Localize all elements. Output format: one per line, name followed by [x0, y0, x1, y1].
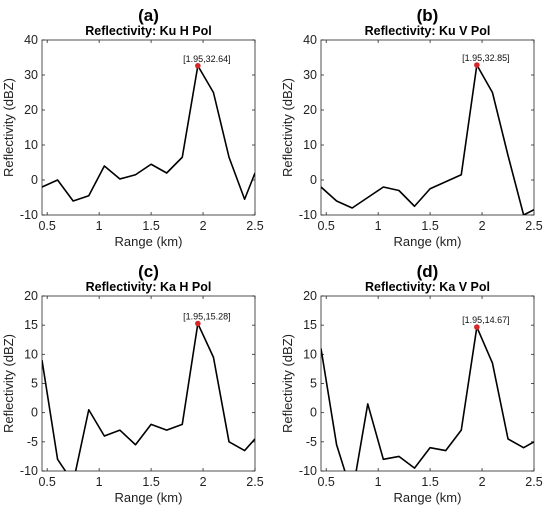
x-tick-label: 2.5: [246, 475, 263, 489]
panel-label: (d): [417, 262, 439, 281]
chart-title: Reflectivity: Ka H Pol: [86, 280, 212, 294]
peak-marker: [195, 62, 201, 69]
x-tick-label: 2.5: [525, 475, 542, 489]
y-tick-label: 10: [24, 347, 38, 361]
y-tick-label: 30: [24, 68, 38, 82]
plot-frame: [41, 295, 256, 472]
x-tick-label: 2: [200, 219, 207, 233]
x-tick-label: 1: [96, 475, 103, 489]
chart-panel-3: (c)Reflectivity: Ka H Pol -10 -5 0 5 10 15 20 0.…: [1, 262, 264, 505]
y-tick-label: 30: [303, 68, 317, 82]
y-tick-label: -5: [27, 435, 38, 449]
y-tick-label: 5: [31, 377, 38, 391]
y-tick-label: 40: [24, 33, 38, 47]
x-axis-label: Range (km): [394, 490, 462, 505]
peak-annotation: [1.95,32.64]: [183, 54, 231, 64]
x-axis-label: Range (km): [115, 234, 183, 249]
plot-frame: [320, 39, 535, 216]
panel-label: (c): [138, 262, 159, 281]
y-tick-label: -10: [299, 464, 317, 478]
series-line: [42, 322, 255, 471]
y-tick-label: 5: [310, 377, 317, 391]
y-tick-label: 20: [24, 103, 38, 117]
peak-marker: [195, 320, 201, 327]
x-tick-label: 1.5: [421, 475, 438, 489]
x-tick-label: 1: [375, 475, 382, 489]
x-tick-label: 2.5: [525, 219, 542, 233]
peak-marker: [474, 324, 480, 330]
y-tick-label: 0: [31, 406, 38, 420]
x-tick-label: 0.5: [38, 219, 55, 233]
y-tick-label: 15: [303, 318, 317, 332]
y-tick-label: -10: [20, 208, 38, 222]
x-tick-label: 2: [479, 475, 486, 489]
y-tick-label: 10: [303, 138, 317, 152]
y-tick-label: 20: [303, 289, 317, 303]
x-tick-label: 1: [375, 219, 382, 233]
x-tick-label: 0.5: [317, 219, 334, 233]
series-line: [321, 64, 534, 215]
y-tick-label: 20: [303, 103, 317, 117]
peak-annotation: [1.95,32.85]: [462, 53, 510, 63]
x-tick-label: 1.5: [142, 219, 159, 233]
chart-panel-1: (a)Reflectivity: Ku H Pol -10 0 10 20 30 40 0.5…: [1, 6, 264, 249]
x-tick-label: 1.5: [142, 475, 159, 489]
series-line: [42, 64, 255, 202]
panel-label: (a): [138, 6, 159, 25]
x-tick-label: 2: [200, 475, 207, 489]
y-tick-label: 0: [310, 173, 317, 187]
chart-title: Reflectivity: Ku H Pol: [85, 24, 211, 38]
x-tick-label: 2: [479, 219, 486, 233]
chart-panel-4: (d)Reflectivity: Ka V Pol -10 -5 0 5 10 15 20 0.…: [280, 262, 543, 505]
x-axis-label: Range (km): [115, 490, 183, 505]
y-tick-label: 10: [24, 138, 38, 152]
y-tick-label: 0: [310, 406, 317, 420]
chart-title: Reflectivity: Ku V Pol: [365, 24, 491, 38]
y-axis-label: Reflectivity (dBZ): [280, 78, 295, 177]
peak-annotation: [1.95,14.67]: [462, 315, 510, 325]
x-tick-label: 2.5: [246, 219, 263, 233]
y-tick-label: -10: [299, 208, 317, 222]
y-axis-label: Reflectivity (dBZ): [280, 334, 295, 433]
x-tick-label: 1.5: [421, 219, 438, 233]
y-tick-label: -10: [20, 464, 38, 478]
chart-panel-2: (b)Reflectivity: Ku V Pol -10 0 10 20 30 40 0.5…: [280, 6, 543, 249]
series-line: [321, 326, 534, 471]
y-tick-label: 15: [24, 318, 38, 332]
y-tick-label: 40: [303, 33, 317, 47]
y-axis-label: Reflectivity (dBZ): [1, 78, 16, 177]
y-tick-label: -5: [306, 435, 317, 449]
y-tick-label: 0: [31, 173, 38, 187]
y-axis-label: Reflectivity (dBZ): [1, 334, 16, 433]
x-tick-label: 0.5: [38, 475, 55, 489]
x-tick-label: 0.5: [317, 475, 334, 489]
peak-annotation: [1.95,15.28]: [183, 312, 231, 322]
x-axis-label: Range (km): [394, 234, 462, 249]
peak-marker: [474, 62, 480, 68]
panel-label: (b): [417, 6, 439, 25]
plot-frame: [41, 39, 256, 216]
y-tick-label: 20: [24, 289, 38, 303]
x-tick-label: 1: [96, 219, 103, 233]
y-tick-label: 10: [303, 347, 317, 361]
chart-title: Reflectivity: Ka V Pol: [365, 280, 490, 294]
